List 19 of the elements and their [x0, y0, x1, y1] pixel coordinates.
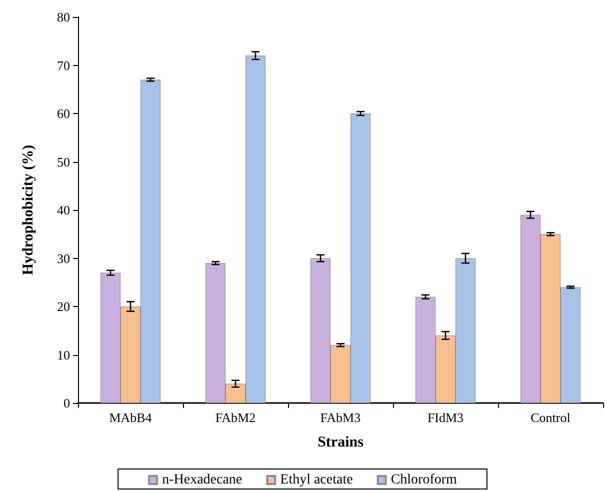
x-tick-label: Control: [530, 410, 571, 425]
y-axis-title: Hydrophobicity (%): [20, 144, 36, 276]
y-tick-label: 20: [57, 299, 70, 314]
x-tick-label: MAbB4: [109, 410, 152, 425]
x-tick-label: FAbM3: [320, 410, 361, 425]
legend-label: n-Hexadecane: [162, 472, 242, 488]
legend-label: Ethyl acetate: [280, 472, 353, 488]
y-tick-label: 80: [57, 10, 70, 24]
x-axis-title: Strains: [318, 434, 364, 450]
y-tick-label: 50: [57, 154, 70, 170]
y-tick-label: 70: [57, 58, 70, 73]
x-tick-label: FAbM2: [215, 410, 256, 425]
y-tick-label: 60: [57, 106, 70, 121]
y-tick-label: 30: [57, 250, 70, 266]
x-tick-label: FIdM3: [427, 410, 464, 425]
y-tick-label: 0: [64, 396, 70, 410]
y-tick-label: 10: [57, 347, 70, 362]
y-tick-label: 40: [57, 202, 70, 218]
legend-label: Chloroform: [390, 472, 458, 488]
